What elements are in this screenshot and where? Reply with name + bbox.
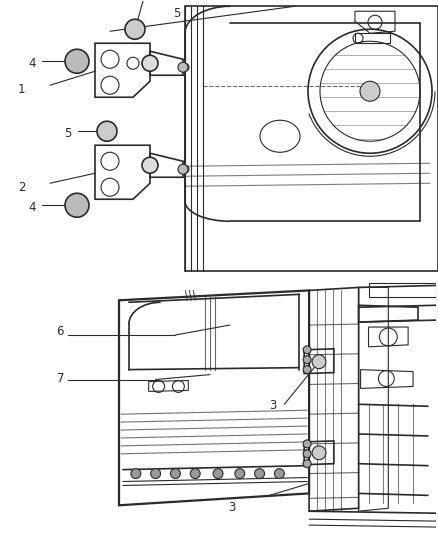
Circle shape <box>142 157 158 173</box>
Text: 5: 5 <box>64 127 71 140</box>
Circle shape <box>303 356 311 364</box>
Circle shape <box>131 469 141 479</box>
Circle shape <box>275 469 284 479</box>
Text: 5: 5 <box>173 7 180 20</box>
Circle shape <box>303 450 311 458</box>
Circle shape <box>303 366 311 374</box>
Circle shape <box>312 446 326 460</box>
Circle shape <box>170 469 180 479</box>
Circle shape <box>181 165 189 173</box>
Text: 7: 7 <box>57 373 64 385</box>
Circle shape <box>181 63 189 71</box>
Circle shape <box>178 164 188 174</box>
Circle shape <box>254 469 265 479</box>
Text: 4: 4 <box>28 56 35 70</box>
Circle shape <box>142 55 158 71</box>
Text: 2: 2 <box>18 181 25 193</box>
Circle shape <box>303 440 311 448</box>
Text: 3: 3 <box>269 399 277 412</box>
Text: 6: 6 <box>57 325 64 338</box>
Circle shape <box>190 469 200 479</box>
Text: 1: 1 <box>18 83 25 96</box>
Circle shape <box>65 193 89 217</box>
Circle shape <box>235 469 245 479</box>
Circle shape <box>178 62 188 72</box>
Circle shape <box>213 469 223 479</box>
Circle shape <box>303 346 311 354</box>
Text: 3: 3 <box>228 501 235 514</box>
Circle shape <box>303 460 311 467</box>
Text: 4: 4 <box>28 201 35 214</box>
Circle shape <box>360 81 380 101</box>
Circle shape <box>65 49 89 73</box>
Circle shape <box>312 355 326 369</box>
Circle shape <box>97 121 117 141</box>
Circle shape <box>125 19 145 39</box>
Circle shape <box>151 469 161 479</box>
